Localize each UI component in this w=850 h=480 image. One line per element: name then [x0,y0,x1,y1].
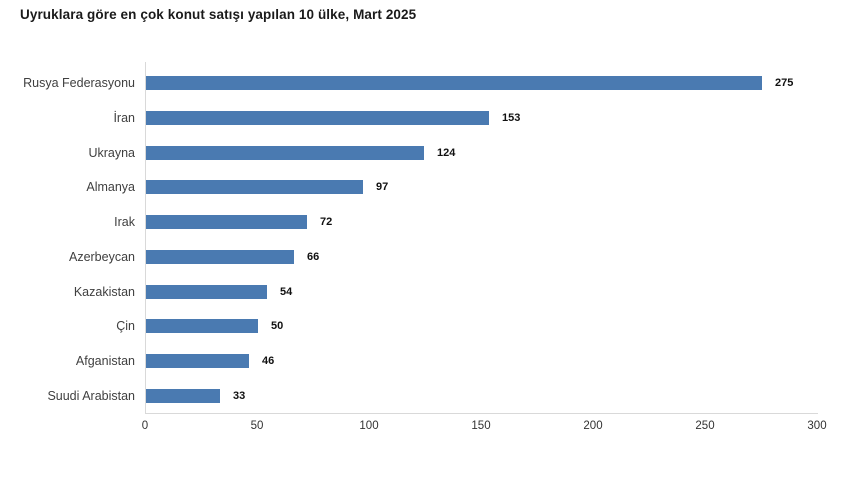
category-label: Azerbeycan [68,249,135,264]
chart-title: Uyruklara göre en çok konut satışı yapıl… [20,7,417,22]
bar[interactable] [146,319,258,334]
category-label: İran [113,110,135,125]
bar[interactable] [146,354,249,368]
x-axis-tick-label: 200 [583,420,603,432]
bar[interactable] [146,110,489,125]
bar[interactable] [146,284,267,299]
y-axis-line [145,62,146,413]
bar-row: Kazakistan 54 [0,284,850,299]
x-axis-tick-label: 100 [359,420,379,432]
bar-row: Suudi Arabistan 33 [0,388,850,403]
value-label: 97 [376,181,389,194]
x-axis-line [145,413,818,414]
value-label: 275 [775,77,794,89]
category-label: Kazakistan [73,284,135,299]
x-axis-tick-label: 0 [141,420,149,432]
bar[interactable] [146,215,307,229]
value-label: 153 [502,111,521,124]
category-label: Ukrayna [88,145,135,160]
bar-row: İran 153 [0,110,850,125]
value-label: 33 [233,389,246,402]
bar-row: Irak 72 [0,215,850,229]
x-axis-tick-label: 50 [250,420,264,432]
bar[interactable] [146,249,294,264]
x-axis-tick-label: 250 [695,420,715,432]
bar[interactable] [146,145,424,160]
x-axis-tick-label: 300 [807,420,827,432]
category-label: Afganistan [75,354,135,368]
bar-row: Azerbeycan 66 [0,249,850,264]
bar[interactable] [146,76,762,90]
value-label: 54 [280,285,293,298]
category-label: Almanya [86,180,135,195]
bar[interactable] [146,388,220,403]
category-label: Çin [116,319,135,334]
value-label: 72 [320,216,333,228]
value-label: 66 [307,250,320,263]
category-label: Irak [114,215,135,229]
x-axis-tick-label: 150 [471,420,491,432]
value-label: 124 [437,146,456,159]
category-label: Suudi Arabistan [47,388,135,403]
value-label: 50 [271,320,284,333]
bar-row: Ukrayna 124 [0,145,850,160]
bar-row: Almanya 97 [0,180,850,195]
category-label: Rusya Federasyonu [23,76,135,90]
bar-row: Rusya Federasyonu 275 [0,76,850,90]
bar-row: Çin 50 [0,319,850,334]
value-label: 46 [262,355,275,367]
bar-row: Afganistan 46 [0,354,850,368]
bar[interactable] [146,180,363,195]
